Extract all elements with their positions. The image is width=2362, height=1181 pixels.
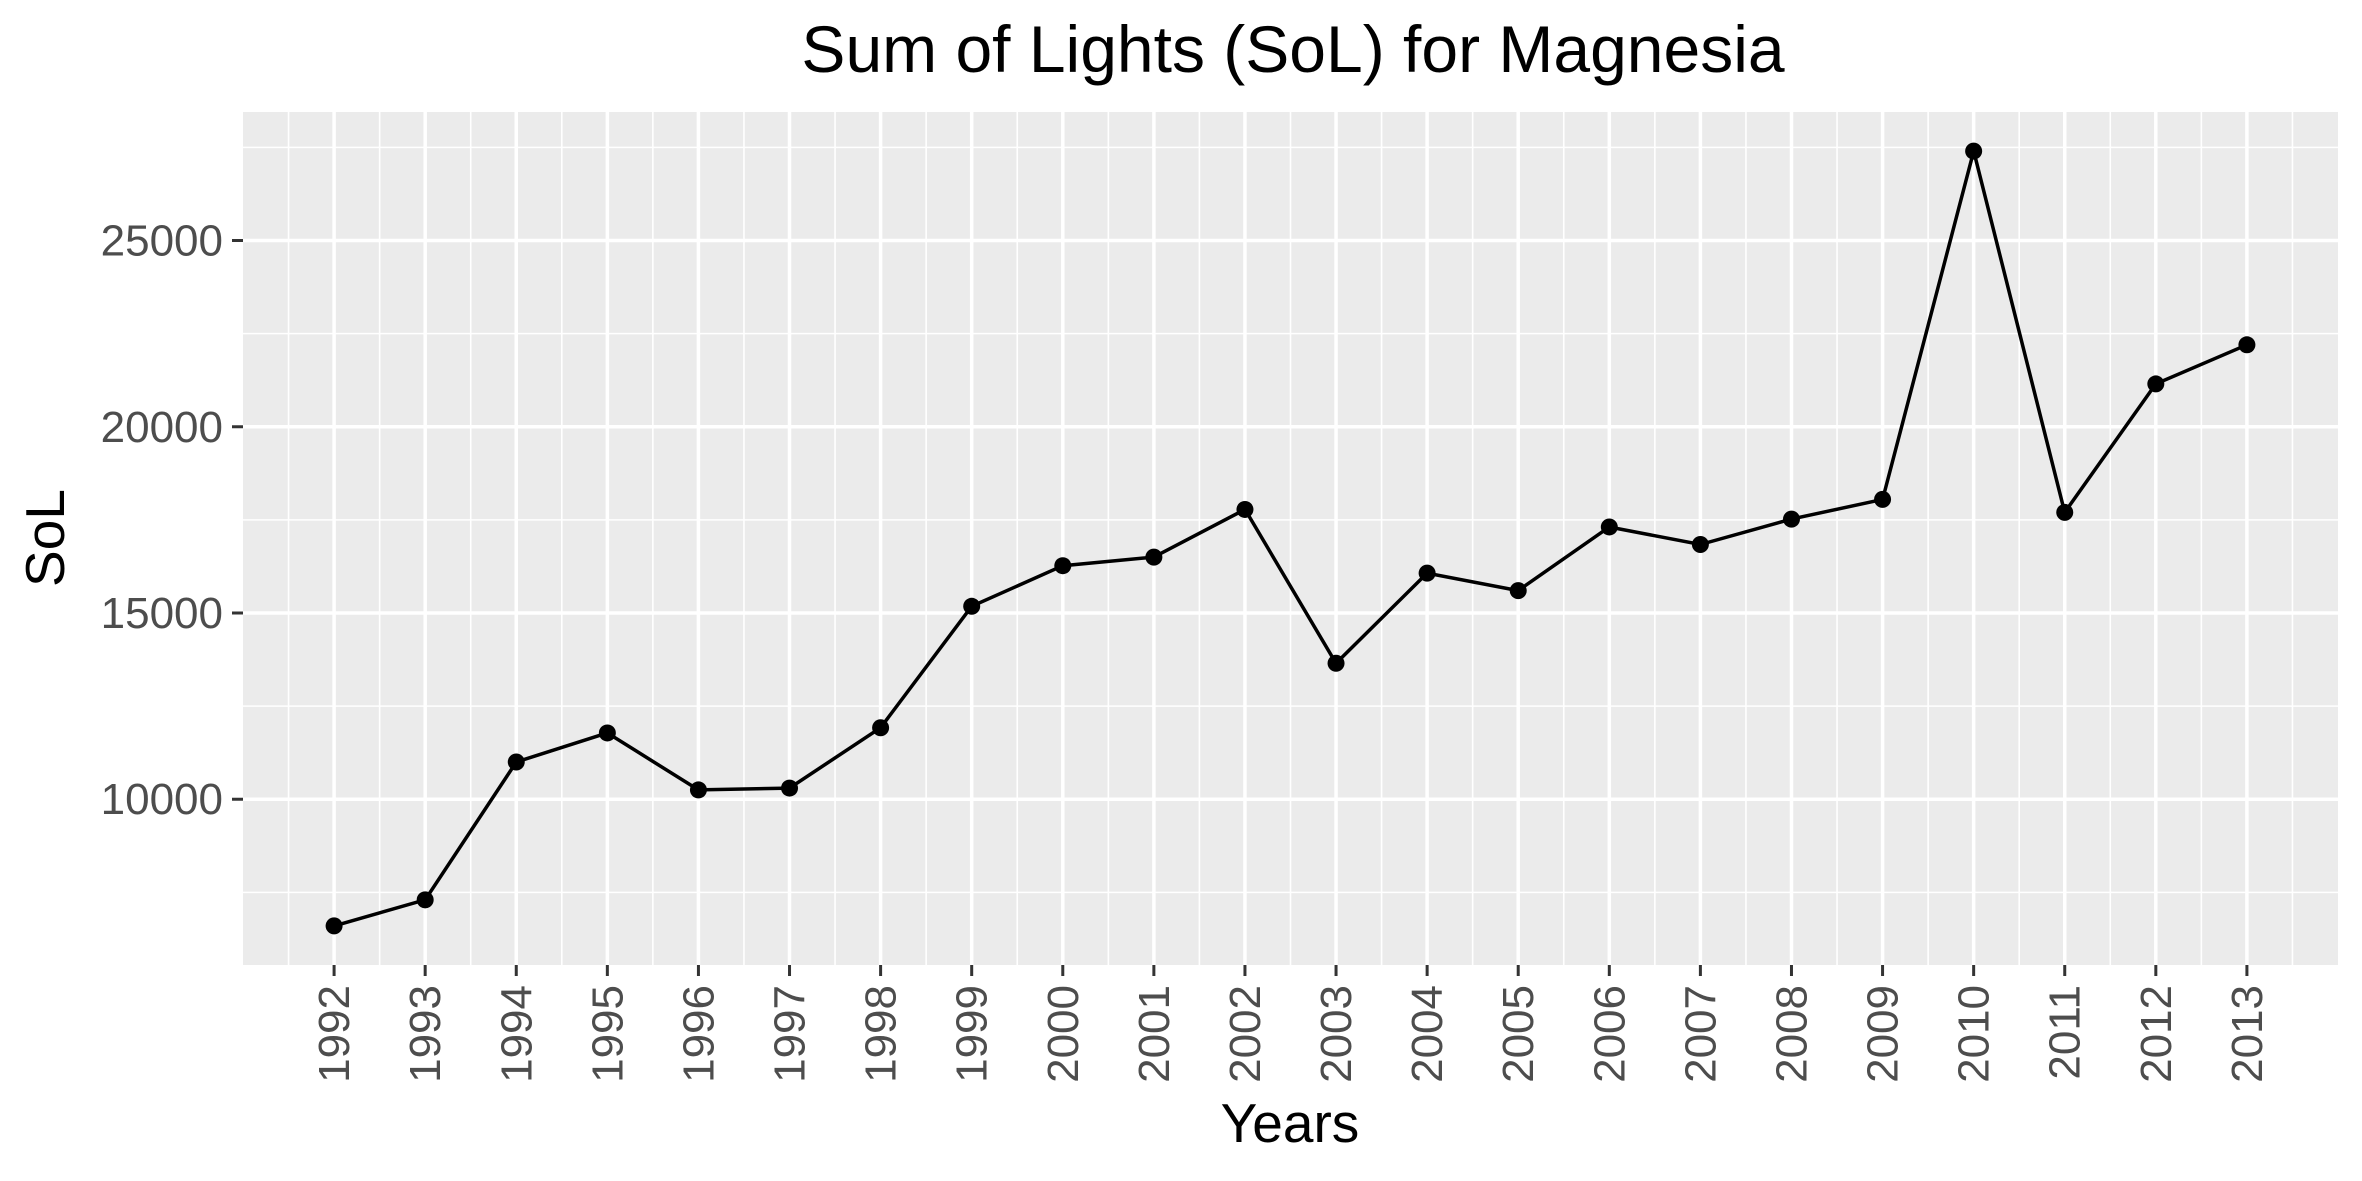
- data-point: [1054, 557, 1072, 575]
- y-tick-label: 10000: [101, 775, 223, 824]
- x-tick-label: 2007: [1676, 985, 1725, 1083]
- data-point: [2056, 503, 2074, 521]
- data-point: [325, 917, 343, 935]
- data-point: [1509, 582, 1527, 600]
- y-tick-label: 20000: [101, 403, 223, 452]
- y-tick-label: 25000: [101, 217, 223, 266]
- chart-title: Sum of Lights (SoL) for Magnesia: [801, 12, 1784, 86]
- data-point: [1145, 548, 1163, 566]
- x-tick-label: 1999: [948, 985, 997, 1083]
- x-axis: 1992 1993 1994 1995 1996 1997 1998 1999 2000 2001…: [310, 965, 2272, 1083]
- x-tick-label: 1995: [583, 985, 632, 1083]
- x-tick-label: 1994: [492, 985, 541, 1083]
- x-axis-title: Years: [1221, 1092, 1360, 1154]
- data-point: [1965, 142, 1983, 160]
- x-tick-label: 1997: [766, 985, 815, 1083]
- x-tick-label: 2008: [1767, 985, 1816, 1083]
- data-point: [1418, 564, 1436, 582]
- x-tick-label: 2003: [1312, 985, 1361, 1083]
- data-point: [1782, 510, 1800, 528]
- x-tick-label: 2004: [1403, 985, 1452, 1083]
- y-axis: 10000 15000 20000 25000: [101, 217, 243, 824]
- data-point: [598, 724, 616, 742]
- data-point: [2238, 336, 2256, 354]
- x-tick-label: 1996: [674, 985, 723, 1083]
- data-point: [416, 891, 434, 909]
- data-point: [1691, 535, 1709, 553]
- data-point: [689, 781, 707, 799]
- sol-data-points: [325, 142, 2256, 935]
- x-tick-label: 2002: [1221, 985, 1270, 1083]
- data-point: [1600, 518, 1618, 536]
- data-point: [872, 719, 890, 737]
- x-tick-label: 2000: [1039, 985, 1088, 1083]
- minor-gridlines: [243, 112, 2338, 965]
- x-tick-label: 2013: [2223, 985, 2272, 1083]
- y-axis-title: SoL: [14, 489, 76, 587]
- x-tick-label: 1993: [401, 985, 450, 1083]
- data-point: [2147, 375, 2165, 393]
- data-point: [1236, 500, 1254, 518]
- sol-series-line: [333, 150, 2248, 928]
- x-tick-label: 2005: [1494, 985, 1543, 1083]
- x-tick-label: 2011: [2041, 985, 2090, 1080]
- x-tick-label: 1998: [857, 985, 906, 1083]
- x-tick-label: 2009: [1859, 985, 1908, 1083]
- x-tick-label: 2006: [1585, 985, 1634, 1083]
- x-tick-label: 2012: [2132, 985, 2181, 1083]
- x-tick-label: 2010: [1950, 985, 1999, 1083]
- data-point: [1327, 654, 1345, 672]
- data-point: [781, 779, 799, 797]
- x-tick-label: 2001: [1130, 985, 1179, 1083]
- data-point: [1874, 490, 1892, 508]
- y-tick-label: 15000: [101, 589, 223, 638]
- data-point: [963, 597, 981, 615]
- x-tick-label: 1992: [310, 985, 359, 1083]
- data-point: [507, 753, 525, 771]
